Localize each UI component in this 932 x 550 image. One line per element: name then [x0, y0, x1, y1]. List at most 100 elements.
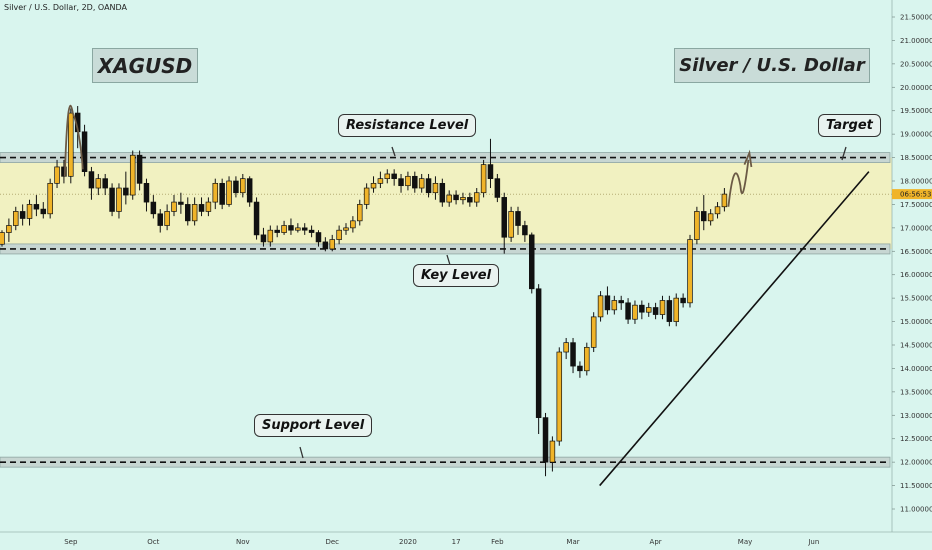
- candle-body-94: [645, 307, 652, 313]
- levels-group: [0, 152, 892, 468]
- candle-body-40: [274, 229, 280, 233]
- support-pointer: [299, 446, 304, 459]
- candle-body-63: [432, 182, 439, 194]
- candle-body-25: [171, 201, 177, 212]
- y-tick-label-5: 13.50000: [900, 388, 932, 396]
- candle-body-41: [281, 225, 287, 233]
- candle-body-83: [570, 342, 576, 367]
- target-callout: Target: [818, 114, 881, 137]
- candle-body-8: [54, 166, 60, 184]
- y-tick-label-2: 12.00000: [900, 459, 932, 467]
- candle-body-92: [632, 304, 638, 320]
- candle-body-91: [625, 302, 631, 320]
- candle-body-103: [707, 213, 714, 222]
- candle-body-80: [549, 440, 556, 463]
- candle-body-86: [590, 316, 597, 348]
- y-tick-label-11: 16.50000: [900, 248, 932, 256]
- x-tick-label-1: Oct: [147, 538, 159, 546]
- candles-group: [0, 106, 728, 477]
- candle-body-51: [350, 220, 356, 229]
- x-tick-label-8: Apr: [650, 538, 662, 546]
- candle-body-45: [308, 229, 315, 233]
- chart-header-title: Silver / U.S. Dollar, 2D, OANDA: [4, 3, 128, 12]
- candle-body-97: [666, 300, 673, 322]
- candle-body-47: [322, 241, 329, 250]
- y-tick-label-17: 19.50000: [900, 107, 932, 115]
- candle-body-29: [198, 204, 205, 212]
- candle-body-58: [398, 178, 404, 187]
- candle-body-22: [150, 201, 157, 215]
- resistance-level-callout: Resistance Level: [338, 114, 477, 137]
- candle-body-74: [508, 211, 514, 238]
- y-tick-label-8: 15.00000: [900, 318, 932, 326]
- support-level-callout: Support Level: [254, 414, 373, 437]
- y-tick-label-4: 13.00000: [900, 412, 932, 420]
- candle-body-81: [556, 351, 563, 442]
- x-tick-label-2: Nov: [236, 538, 250, 546]
- y-tick-label-15: 18.50000: [900, 154, 932, 162]
- candle-body-30: [205, 201, 212, 212]
- candle-body-70: [480, 164, 487, 194]
- x-tick-label-4: 2020: [399, 538, 417, 546]
- candle-body-54: [370, 182, 377, 189]
- candle-body-46: [315, 232, 322, 243]
- candle-body-15: [102, 178, 108, 189]
- peak-highlight-curve: [63, 104, 84, 177]
- candle-body-33: [226, 180, 232, 205]
- candle-body-0: [0, 232, 5, 245]
- y-tick-label-0: 11.00000: [900, 506, 932, 514]
- candle-body-24: [164, 211, 170, 226]
- resistance-pointer: [391, 146, 396, 157]
- candle-body-3: [19, 211, 26, 219]
- y-tick-label-19: 20.50000: [900, 60, 932, 68]
- candle-body-79: [542, 417, 549, 463]
- candle-body-72: [494, 178, 501, 198]
- candle-body-105: [721, 193, 728, 208]
- candle-body-102: [701, 211, 707, 222]
- y-tick-label-20: 21.00000: [900, 37, 932, 45]
- candle-body-68: [467, 197, 473, 203]
- candle-body-32: [219, 182, 225, 205]
- candle-body-38: [260, 234, 267, 243]
- candle-body-50: [343, 227, 349, 231]
- projection-arrowhead: [743, 149, 753, 168]
- candle-body-90: [618, 300, 624, 304]
- candle-body-73: [501, 197, 507, 238]
- candle-body-104: [714, 206, 721, 215]
- y-tick-label-3: 12.50000: [900, 435, 932, 443]
- candle-body-57: [391, 173, 397, 180]
- candle-body-66: [453, 194, 459, 201]
- overlay-group: [63, 104, 870, 487]
- candle-body-37: [253, 201, 260, 236]
- candle-body-34: [233, 180, 239, 194]
- candle-body-28: [191, 204, 198, 222]
- candle-body-93: [639, 304, 645, 313]
- candle-body-87: [597, 295, 604, 318]
- target-pointer: [841, 146, 847, 161]
- candle-body-21: [143, 182, 150, 203]
- candle-body-100: [687, 239, 693, 304]
- candle-body-59: [405, 175, 411, 187]
- current-price-tag-label: 06:56:53: [900, 191, 931, 199]
- candle-body-6: [40, 208, 47, 215]
- x-tick-label-0: Sep: [64, 538, 78, 546]
- y-tick-label-9: 15.50000: [900, 295, 932, 303]
- candle-body-71: [487, 164, 494, 180]
- candle-body-65: [446, 194, 452, 203]
- y-tick-label-18: 20.00000: [900, 84, 932, 92]
- candle-body-9: [61, 166, 67, 177]
- candle-body-31: [212, 182, 219, 203]
- candle-body-78: [535, 288, 542, 418]
- candle-body-13: [88, 171, 95, 189]
- x-tick-label-5: 17: [452, 538, 461, 546]
- candle-body-96: [659, 300, 666, 315]
- y-tick-label-16: 19.00000: [900, 131, 932, 139]
- candle-body-36: [246, 178, 253, 203]
- candle-body-2: [13, 211, 19, 226]
- candle-body-95: [652, 307, 659, 315]
- candle-body-77: [529, 234, 535, 290]
- candle-body-39: [267, 229, 274, 243]
- candle-body-23: [157, 213, 163, 226]
